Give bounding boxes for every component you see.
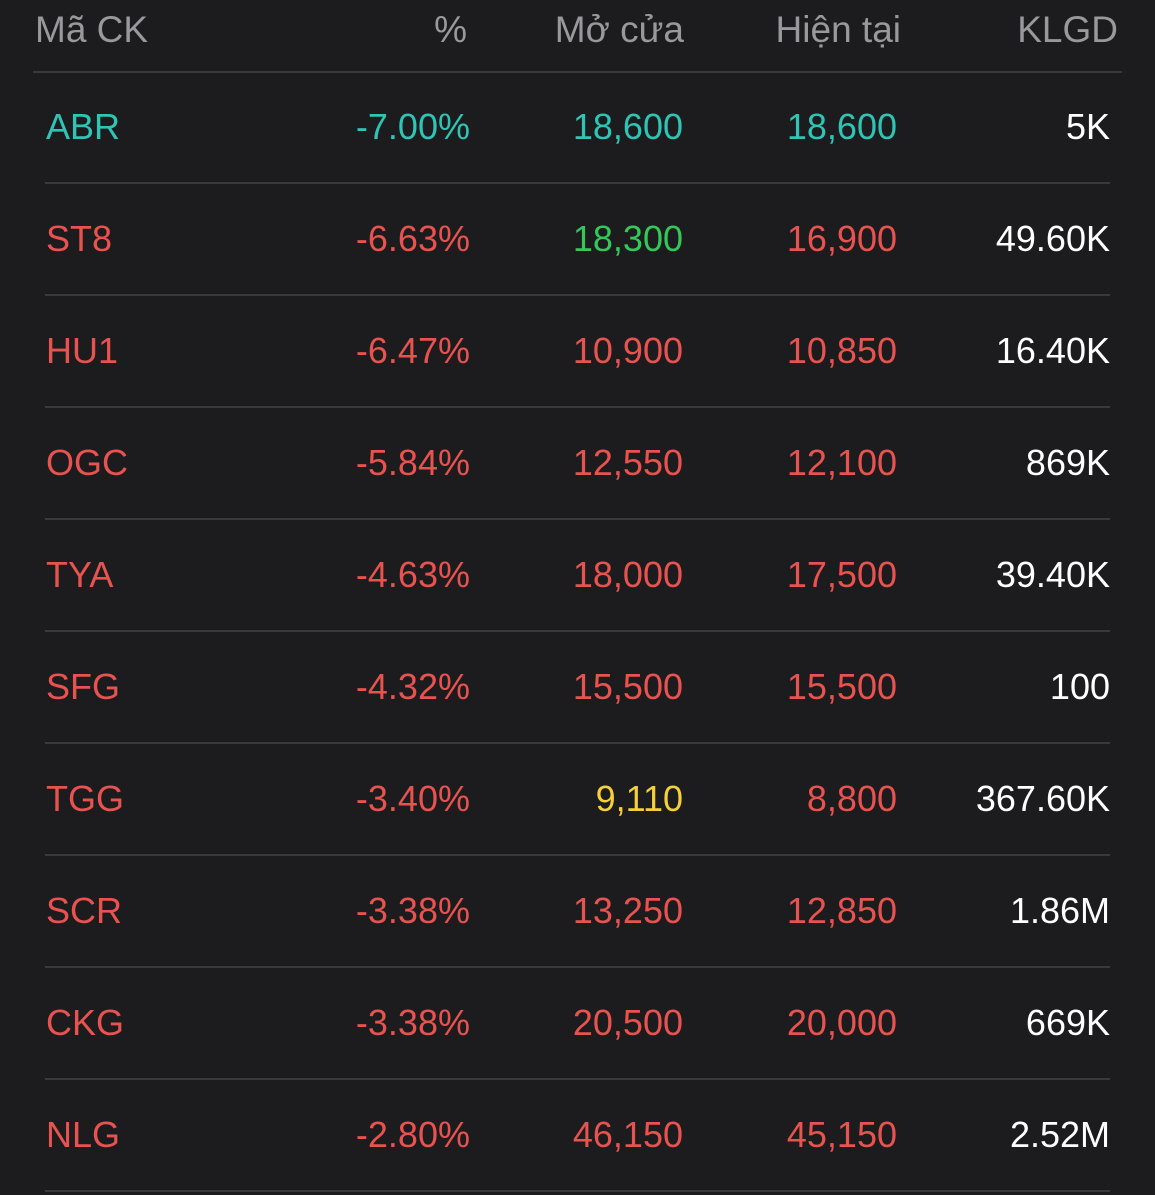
column-header-symbol[interactable]: Mã CK (35, 9, 149, 50)
row-current-price: 12,100 (786, 442, 897, 483)
row-percent-change: -4.32% (355, 666, 470, 707)
row-open-price: 18,600 (572, 106, 683, 147)
column-header-volume[interactable]: KLGD (1017, 9, 1118, 50)
row-open-price: 12,550 (572, 442, 683, 483)
row-percent-change: -3.38% (355, 1002, 470, 1043)
row-current-price: 18,600 (786, 106, 897, 147)
row-open-price: 15,500 (572, 666, 683, 707)
row-current-price: 10,850 (786, 330, 897, 371)
row-volume: 16.40K (995, 330, 1110, 371)
header-divider (33, 71, 1122, 73)
row-symbol: SFG (46, 666, 121, 707)
table-row[interactable]: TYA -4.63% 18,000 17,500 39.40K (45, 520, 1110, 632)
row-volume: 669K (1025, 1002, 1110, 1043)
row-current-price: 12,850 (786, 890, 897, 931)
row-volume: 100 (1049, 666, 1110, 707)
row-volume: 49.60K (995, 218, 1110, 259)
row-percent-change: -5.84% (355, 442, 470, 483)
column-header-percent[interactable]: % (434, 9, 467, 50)
row-current-price: 45,150 (786, 1114, 897, 1155)
row-symbol: NLG (46, 1114, 121, 1155)
row-volume: 39.40K (995, 554, 1110, 595)
column-header-open[interactable]: Mở cửa (554, 9, 684, 50)
table-row[interactable]: SCR -3.38% 13,250 12,850 1.86M (45, 856, 1110, 968)
row-open-price: 10,900 (572, 330, 683, 371)
row-percent-change: -7.00% (355, 106, 470, 147)
row-open-price: 18,300 (572, 218, 683, 259)
row-symbol: TYA (46, 554, 114, 595)
table-header: Mã CK % Mở cửa Hiện tại KLGD (0, 0, 1155, 73)
column-header-current[interactable]: Hiện tại (775, 9, 901, 50)
row-percent-change: -3.40% (355, 778, 470, 819)
row-percent-change: -4.63% (355, 554, 470, 595)
row-current-price: 20,000 (786, 1002, 897, 1043)
table-row[interactable]: TGG -3.40% 9,110 8,800 367.60K (45, 744, 1110, 856)
row-symbol: ABR (46, 106, 121, 147)
table-row[interactable]: OGC -5.84% 12,550 12,100 869K (45, 408, 1110, 520)
row-percent-change: -6.47% (355, 330, 470, 371)
row-volume: 5K (1065, 106, 1110, 147)
row-symbol: HU1 (46, 330, 119, 371)
row-symbol: OGC (46, 442, 129, 483)
row-percent-change: -3.38% (355, 890, 470, 931)
row-open-price: 18,000 (572, 554, 683, 595)
table-row[interactable]: ST8 -6.63% 18,300 16,900 49.60K (45, 184, 1110, 296)
row-current-price: 16,900 (786, 218, 897, 259)
table-row[interactable]: CKG -3.38% 20,500 20,000 669K (45, 968, 1110, 1080)
row-symbol: CKG (46, 1002, 125, 1043)
row-open-price: 13,250 (572, 890, 683, 931)
row-symbol: TGG (46, 778, 124, 819)
row-volume: 367.60K (975, 778, 1110, 819)
row-percent-change: -6.63% (355, 218, 470, 259)
row-volume: 1.86M (1009, 890, 1110, 931)
table-row[interactable]: SFG -4.32% 15,500 15,500 100 (45, 632, 1110, 744)
row-symbol: SCR (46, 890, 123, 931)
row-current-price: 8,800 (806, 778, 897, 819)
row-percent-change: -2.80% (355, 1114, 470, 1155)
row-symbol: ST8 (46, 218, 113, 259)
stock-table: ABR -7.00% 18,600 18,600 5K ST8 -6.63% 1… (0, 72, 1155, 1192)
table-row[interactable]: NLG -2.80% 46,150 45,150 2.52M (45, 1080, 1110, 1192)
table-row[interactable]: HU1 -6.47% 10,900 10,850 16.40K (45, 296, 1110, 408)
row-volume: 2.52M (1009, 1114, 1110, 1155)
row-open-price: 20,500 (572, 1002, 683, 1043)
row-current-price: 17,500 (786, 554, 897, 595)
row-open-price: 46,150 (572, 1114, 683, 1155)
row-current-price: 15,500 (786, 666, 897, 707)
row-volume: 869K (1025, 442, 1110, 483)
table-row[interactable]: ABR -7.00% 18,600 18,600 5K (45, 72, 1110, 184)
row-open-price: 9,110 (595, 778, 683, 819)
